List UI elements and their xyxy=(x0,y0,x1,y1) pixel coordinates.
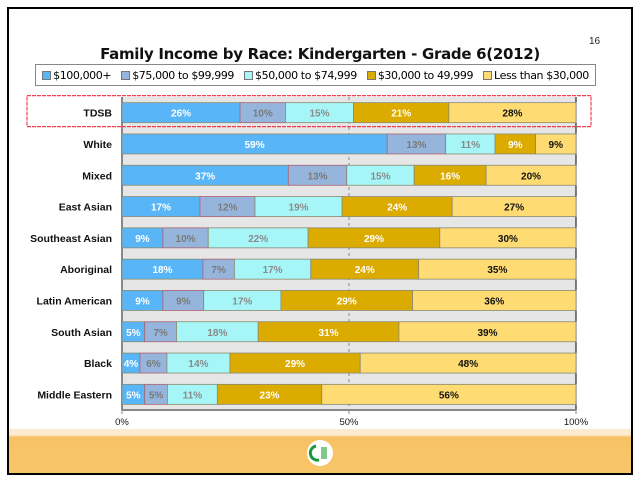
data-label: 29% xyxy=(337,296,357,307)
category-label: Aboriginal xyxy=(60,264,112,276)
data-label: 9% xyxy=(176,296,191,307)
legend-swatch xyxy=(366,70,376,80)
category-label: Southeast Asian xyxy=(30,233,112,245)
data-label: 15% xyxy=(309,109,329,120)
chart-title: Family Income by Race: Kindergarten - Gr… xyxy=(100,45,540,63)
data-label: 18% xyxy=(207,328,227,339)
x-tick-label: 0% xyxy=(115,417,129,428)
legend-item: $50,000 to $74,999 xyxy=(244,69,357,82)
data-label: 16% xyxy=(440,171,460,182)
legend-item: Less than $30,000 xyxy=(483,69,589,82)
data-label: 10% xyxy=(176,234,196,245)
bar-segment xyxy=(321,383,577,405)
data-label: 31% xyxy=(319,328,339,339)
data-label: 17% xyxy=(151,203,171,214)
data-label: 7% xyxy=(153,328,168,339)
data-label: 23% xyxy=(260,390,280,401)
bar-segment xyxy=(485,164,577,186)
data-label: 10% xyxy=(253,109,273,120)
data-label: 17% xyxy=(263,265,283,276)
data-label: 9% xyxy=(549,140,564,151)
data-label: 37% xyxy=(195,171,215,182)
legend-item: $30,000 to 49,999 xyxy=(366,68,474,82)
x-tick-label: 50% xyxy=(339,417,359,428)
data-label: 29% xyxy=(285,359,305,370)
data-label: 48% xyxy=(458,359,478,370)
data-label: 12% xyxy=(217,203,237,214)
category-label: East Asian xyxy=(59,202,112,214)
data-label: 18% xyxy=(152,265,172,276)
data-label: 4% xyxy=(124,359,139,370)
legend-label: $30,000 to 49,999 xyxy=(377,68,474,82)
bar-segment xyxy=(448,102,577,124)
logo-icon xyxy=(307,440,333,466)
data-label: 24% xyxy=(387,203,407,214)
category-label: South Asian xyxy=(51,327,112,339)
legend-swatch xyxy=(42,70,52,80)
data-label: 11% xyxy=(183,390,203,401)
legend-item: $100,000+ xyxy=(42,68,112,82)
legend-swatch xyxy=(244,70,254,80)
data-label: 7% xyxy=(211,265,226,276)
data-label: 26% xyxy=(171,109,191,120)
data-label: 39% xyxy=(477,328,497,339)
highlight-box xyxy=(26,95,592,128)
category-label: Mixed xyxy=(82,170,112,182)
data-label: 36% xyxy=(484,296,504,307)
bar-segment xyxy=(418,258,577,280)
data-label: 59% xyxy=(245,140,265,151)
legend: $100,000+ $75,000 to $99,999 $50,000 to $7… xyxy=(35,64,596,86)
data-label: 5% xyxy=(126,390,141,401)
bar-segment xyxy=(439,227,577,249)
page-number: 16 xyxy=(589,36,601,47)
footer-band xyxy=(9,429,631,473)
legend-item: $75,000 to $99,999 xyxy=(121,69,234,82)
data-label: 5% xyxy=(126,328,141,339)
data-label: 29% xyxy=(364,234,384,245)
data-label: 11% xyxy=(461,140,481,151)
data-label: 9% xyxy=(135,296,150,307)
data-label: 56% xyxy=(439,390,459,401)
category-label: TDSB xyxy=(83,108,112,120)
category-label: Black xyxy=(84,358,112,370)
data-label: 22% xyxy=(248,234,268,245)
data-label: 9% xyxy=(135,234,150,245)
data-label: 30% xyxy=(498,234,518,245)
category-label: Middle Eastern xyxy=(37,389,112,401)
data-label: 19% xyxy=(289,203,309,214)
data-label: 15% xyxy=(370,171,390,182)
bar-segment xyxy=(359,352,577,374)
legend-label: Less than $30,000 xyxy=(494,68,589,82)
legend-swatch xyxy=(483,70,493,80)
legend-label: $50,000 to $74,999 xyxy=(255,68,357,82)
legend-swatch xyxy=(121,70,131,80)
data-label: 14% xyxy=(188,359,208,370)
data-label: 5% xyxy=(149,390,164,401)
bar-segment xyxy=(412,290,577,311)
legend-label: $75,000 to $99,999 xyxy=(132,68,235,82)
legend-label: $100,000+ xyxy=(53,68,112,82)
data-label: 9% xyxy=(508,140,523,151)
data-label: 27% xyxy=(504,203,524,214)
bar-segment xyxy=(535,133,577,155)
data-label: 13% xyxy=(308,171,328,182)
data-label: 24% xyxy=(355,265,375,276)
bar-segment xyxy=(451,196,577,217)
data-label: 13% xyxy=(406,140,426,151)
data-label: 20% xyxy=(521,171,541,182)
data-label: 28% xyxy=(502,109,522,120)
category-label: Latin American xyxy=(37,295,112,307)
x-tick-label: 100% xyxy=(564,417,589,428)
category-label: White xyxy=(83,139,112,151)
data-label: 17% xyxy=(232,296,252,307)
data-label: 6% xyxy=(146,359,161,370)
bar-segment xyxy=(398,321,577,343)
data-label: 21% xyxy=(391,109,411,120)
data-label: 35% xyxy=(487,265,507,276)
